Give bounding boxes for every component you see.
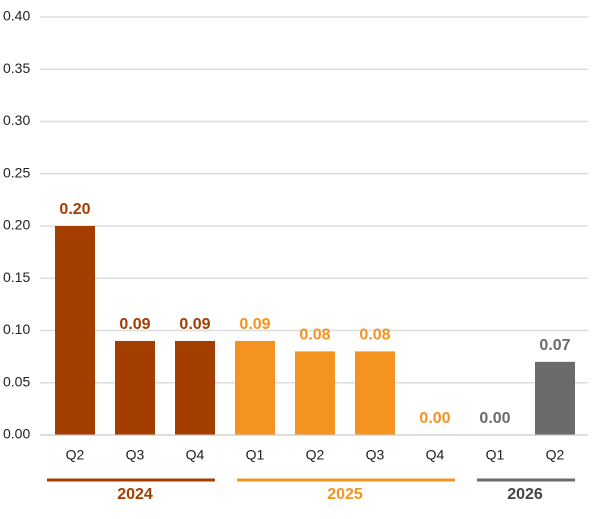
x-tick-label: Q4	[426, 447, 445, 463]
value-label: 0.09	[239, 316, 270, 333]
x-tick-label: Q3	[366, 447, 385, 463]
x-tick-label: Q1	[486, 447, 505, 463]
x-tick-label: Q1	[246, 447, 265, 463]
x-tick-label: Q4	[186, 447, 205, 463]
bar	[355, 351, 395, 435]
y-tick-label: 0.35	[3, 60, 30, 76]
y-tick-label: 0.05	[3, 373, 30, 389]
value-label: 0.00	[419, 410, 450, 427]
y-tick-label: 0.40	[3, 8, 30, 24]
x-tick-label: Q2	[306, 447, 325, 463]
y-tick-label: 0.25	[3, 164, 30, 180]
value-label: 0.20	[59, 201, 90, 218]
x-tick-label: Q2	[66, 447, 85, 463]
y-tick-label: 0.10	[3, 321, 30, 337]
value-label: 0.09	[179, 316, 210, 333]
value-label: 0.08	[359, 327, 390, 344]
x-tick-label: Q3	[126, 447, 145, 463]
bar	[115, 340, 155, 435]
y-tick-label: 0.20	[3, 217, 30, 233]
x-tick-label: Q2	[546, 447, 565, 463]
y-tick-label: 0.00	[3, 426, 30, 442]
bar	[175, 340, 215, 435]
value-label: 0.00	[479, 410, 510, 427]
group-label: 2024	[117, 486, 153, 503]
group-label: 2026	[507, 486, 543, 503]
y-tick-label: 0.30	[3, 112, 30, 128]
value-label: 0.08	[299, 327, 330, 344]
bar	[55, 226, 95, 435]
bar	[235, 340, 275, 435]
bar	[535, 361, 575, 435]
bar	[295, 351, 335, 435]
value-label: 0.09	[119, 316, 150, 333]
value-label: 0.07	[539, 337, 570, 354]
group-label: 2025	[327, 486, 363, 503]
y-tick-label: 0.15	[3, 269, 30, 285]
